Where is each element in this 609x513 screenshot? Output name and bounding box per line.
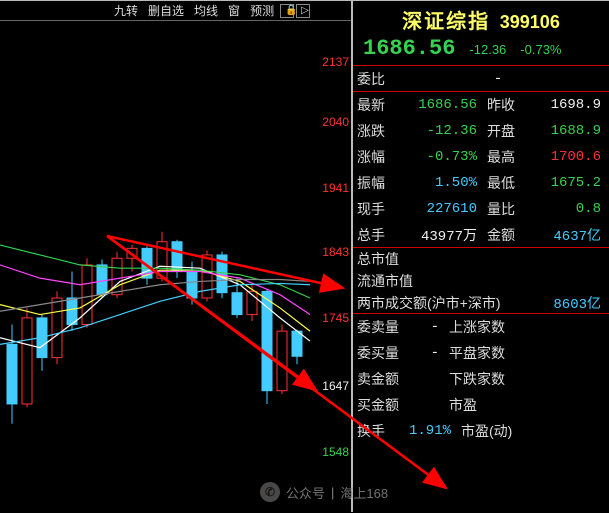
y-axis-label: 1843 (322, 245, 349, 259)
quote-row: 涨幅-0.73%最高1700.6 (353, 144, 609, 170)
label: 金额 (487, 225, 525, 245)
label: 市盈(动) (461, 421, 531, 441)
value: 1698.9 (525, 97, 605, 113)
toolbar-item[interactable]: 窗 (224, 2, 244, 19)
value: 8603亿 (501, 293, 606, 313)
value: -0.73% (401, 149, 487, 165)
order-row: 买金额 市盈 (353, 392, 609, 418)
quote-row: 现手227610量比0.8 (353, 196, 609, 222)
label: 涨跌 (357, 121, 401, 141)
value: -12.36 (401, 123, 487, 139)
y-axis-label: 1548 (322, 445, 349, 459)
toolbar-item[interactable]: 删自选 (144, 2, 188, 19)
current-price: 1686.56 (363, 36, 455, 61)
chart-area[interactable]: 九转 删自选 均线 窗 预测 🔒 ▷ 2137 2040 1941 1843 1745 1… (0, 0, 352, 512)
y-axis: 2137 2040 1941 1843 1745 1647 1548 (319, 21, 351, 513)
value: 0.8 (525, 201, 605, 217)
toolbar-item[interactable]: 九转 (110, 2, 142, 19)
label: 最低 (487, 173, 525, 193)
value: 43977万 (401, 225, 487, 245)
caps-row: 总市值 (353, 248, 609, 270)
order-row: 委买量-平盘家数 (353, 340, 609, 366)
label: 平盘家数 (449, 343, 519, 363)
y-axis-label: 1745 (322, 311, 349, 325)
label: 下跌家数 (449, 369, 519, 389)
price-change-pct: -0.73% (520, 42, 561, 57)
label: 总市值 (357, 249, 399, 269)
quote-row: 涨跌-12.36开盘1688.9 (353, 118, 609, 144)
order-row: 换手1.91%市盈(动) (353, 418, 609, 444)
value: 1.50% (401, 175, 487, 191)
value: - (409, 319, 449, 335)
label: 卖金额 (357, 369, 409, 389)
title-row: 深证综指 399106 (353, 1, 609, 36)
y-axis-label: 2137 (322, 55, 349, 69)
weibi-row: 委比 - (353, 66, 609, 92)
y-axis-label: 1647 (322, 379, 349, 393)
value: 227610 (401, 201, 487, 217)
index-code: 399106 (500, 12, 560, 32)
value: - (409, 345, 449, 361)
watermark-name: 海上168 (340, 483, 388, 502)
label: 开盘 (487, 121, 525, 141)
watermark-label: 公众号 (286, 483, 325, 502)
label: 委比 (357, 69, 401, 89)
order-row: 卖金额 下跌家数 (353, 366, 609, 392)
toolbar-item[interactable]: 预测 (246, 2, 278, 19)
label: 委卖量 (357, 317, 409, 337)
quote-row: 最新1686.56昨收1698.9 (353, 92, 609, 118)
index-name: 深证综指 (402, 11, 490, 33)
label: 最新 (357, 95, 401, 115)
label: 昨收 (487, 95, 525, 115)
label: 买金额 (357, 395, 409, 415)
caps-row: 流通市值 (353, 270, 609, 292)
info-panel: 深证综指 399106 1686.56 -12.36 -0.73% 委比 - 最… (352, 0, 609, 512)
value: 1688.9 (525, 123, 605, 139)
quote-row: 总手43977万金额4637亿 (353, 222, 609, 248)
value: 4637亿 (525, 225, 605, 245)
label: 总手 (357, 225, 401, 245)
y-axis-label: 1941 (322, 181, 349, 195)
label: 最高 (487, 147, 525, 167)
value: 1675.2 (525, 175, 605, 191)
y-axis-label: 2040 (322, 115, 349, 129)
toolbar-item[interactable]: 均线 (190, 2, 222, 19)
quote-row: 振幅1.50%最低1675.2 (353, 170, 609, 196)
label: 市盈 (449, 395, 519, 415)
value: 1686.56 (401, 97, 487, 113)
order-row: 委卖量-上涨家数 (353, 314, 609, 340)
label: 现手 (357, 199, 401, 219)
next-icon[interactable]: ▷ (296, 4, 310, 18)
candlestick-chart (0, 21, 320, 513)
chart-toolbar: 九转 删自选 均线 窗 预测 🔒 ▷ (0, 1, 351, 21)
label: 涨幅 (357, 147, 401, 167)
price-change: -12.36 (469, 42, 506, 57)
value: 1700.6 (525, 149, 605, 165)
label: 流通市值 (357, 271, 413, 291)
label: 振幅 (357, 173, 401, 193)
watermark: ✆ 公众号 | 海上168 (260, 482, 388, 502)
lock-icon[interactable]: 🔒 (280, 4, 294, 18)
value: - (401, 71, 605, 87)
label: 量比 (487, 199, 525, 219)
value: 1.91% (409, 423, 461, 439)
wechat-icon: ✆ (260, 482, 280, 502)
label: 两市成交额(沪市+深市) (357, 293, 501, 313)
label: 上涨家数 (449, 317, 519, 337)
price-row: 1686.56 -12.36 -0.73% (353, 36, 609, 66)
caps-row: 两市成交额(沪市+深市)8603亿 (353, 292, 609, 314)
label: 换手 (357, 421, 409, 441)
label: 委买量 (357, 343, 409, 363)
